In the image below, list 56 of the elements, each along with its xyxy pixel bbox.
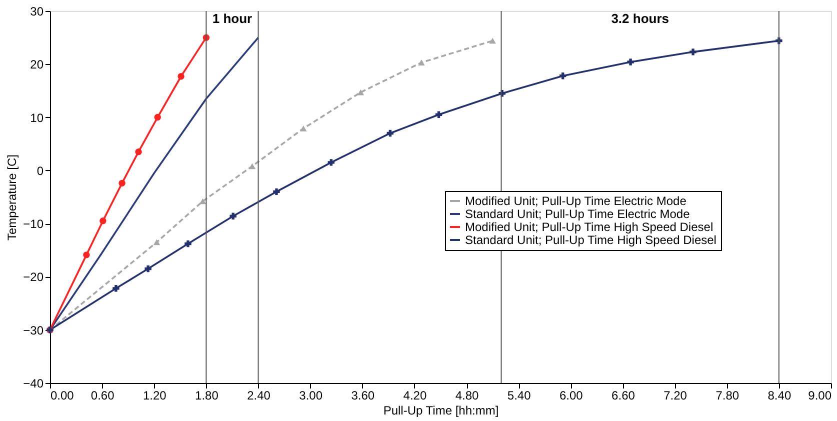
point (627, 58, 634, 66)
x-tick-label: 5.40 (507, 388, 532, 402)
point (386, 130, 394, 137)
x-tick-label: 8.40 (768, 388, 792, 402)
y-tick-label: −10 (23, 217, 44, 232)
annotation: 1 hour (212, 11, 252, 26)
point (489, 38, 496, 44)
y-tick-label: −40 (23, 376, 44, 390)
point (184, 240, 192, 248)
point (112, 285, 120, 292)
x-tick-label: 7.80 (716, 388, 740, 402)
point (144, 265, 152, 272)
x-tick-label: 2.40 (247, 388, 271, 402)
point (100, 218, 106, 224)
legend-label: Standard Unit; Pull-Up Time High Speed Diesel (465, 233, 716, 247)
point (154, 114, 161, 121)
point (178, 73, 184, 80)
x-tick-label: 7.20 (664, 388, 688, 402)
point (357, 89, 364, 96)
x-tick-label: 4.80 (455, 388, 480, 402)
x-tick-label: 1.80 (195, 388, 219, 402)
x-tick-label: 6.00 (559, 388, 584, 402)
legend-label: Modified Unit; Pull-Up Time Electric Mode (465, 194, 687, 208)
x-tick-label: 1.20 (142, 388, 167, 402)
point (230, 212, 236, 220)
point (418, 60, 425, 66)
x-tick-label: 0.00 (50, 388, 74, 402)
point (560, 72, 566, 80)
y-tick-label: 0 (36, 164, 44, 178)
point (435, 111, 442, 118)
point (118, 180, 126, 187)
point (690, 48, 696, 56)
y-tick-label: 20 (30, 58, 44, 72)
x-tick-label: 0.60 (90, 388, 115, 402)
legend-label: Modified Unit; Pull-Up Time High Speed Diesel (465, 220, 714, 234)
point (153, 239, 160, 246)
x-tick-label: 3.60 (351, 388, 375, 402)
point (328, 159, 335, 166)
point (300, 126, 307, 132)
y-axis-title: Temperature [C] (5, 154, 20, 241)
point (83, 252, 90, 258)
point (199, 198, 206, 204)
point (248, 163, 256, 170)
legend-label: Standard Unit; Pull-Up Time Electric Mode (465, 207, 690, 221)
y-tick-label: 30 (30, 4, 44, 18)
y-tick-label: 10 (30, 110, 44, 125)
x-axis-title: Pull-Up Time [hh:mm] (383, 404, 499, 418)
x-tick-label: 3.00 (299, 388, 323, 402)
point (135, 148, 142, 156)
annotation: 3.2 hours (611, 11, 669, 26)
y-tick-label: −30 (23, 323, 44, 338)
y-tick-label: −20 (23, 270, 44, 284)
x-tick-label: 4.20 (403, 388, 427, 402)
x-tick-label: 6.60 (612, 388, 636, 402)
point (273, 188, 280, 196)
x-tick-label: 9.00 (808, 388, 832, 402)
